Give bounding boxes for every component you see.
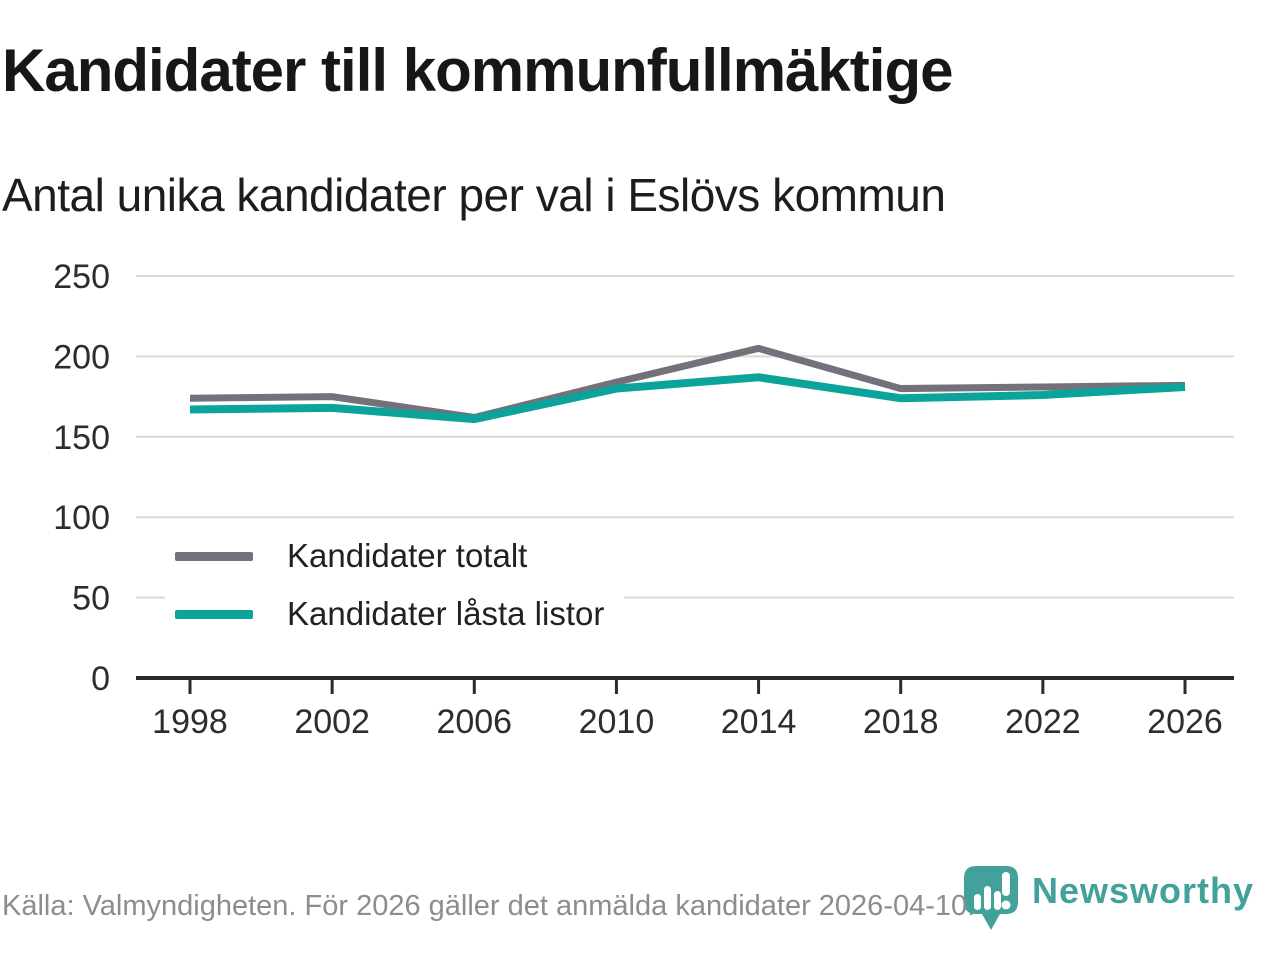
chart-legend: Kandidater totalt Kandidater låsta listo…: [165, 534, 625, 636]
legend-item-locked: Kandidater låsta listor: [165, 592, 625, 636]
legend-swatch-total: [175, 551, 253, 561]
legend-swatch-locked: [175, 609, 253, 619]
y-tick-label-250: 250: [53, 258, 110, 296]
x-tick-label-2006: 2006: [436, 703, 512, 741]
source-note: Källa: Valmyndigheten. För 2026 gäller d…: [2, 890, 976, 922]
x-tick-label-2018: 2018: [863, 703, 939, 741]
y-tick-label-100: 100: [53, 499, 110, 537]
newsworthy-logo: Newsworthy: [962, 862, 1280, 934]
x-tick-label-2002: 2002: [294, 703, 370, 741]
y-tick-label-200: 200: [53, 338, 110, 376]
x-tick-label-2026: 2026: [1147, 703, 1223, 741]
page-subtitle: Antal unika kandidater per val i Eslövs …: [2, 169, 946, 221]
y-tick-label-50: 50: [72, 580, 110, 618]
line-chart: 0 50 100 150 200 250 1998 2002 2006 2010 2014 2018 2…: [53, 258, 1234, 741]
legend-label-locked: Kandidater låsta listor: [287, 595, 605, 632]
legend-item-total: Kandidater totalt: [165, 534, 625, 578]
x-tick-label-2010: 2010: [579, 703, 655, 741]
series-line-0: [189, 344, 1186, 422]
y-tick-label-150: 150: [53, 419, 110, 457]
legend-label-total: Kandidater totalt: [287, 537, 528, 574]
x-tick-label-1998: 1998: [152, 703, 228, 741]
page-title: Kandidater till kommunfullmäktige: [2, 37, 953, 104]
newsworthy-bubble-chart-icon: [964, 866, 1018, 930]
newsworthy-wordmark: Newsworthy: [1032, 870, 1255, 911]
x-tick-label-2014: 2014: [721, 703, 797, 741]
x-tick-label-2022: 2022: [1005, 703, 1081, 741]
y-tick-label-0: 0: [91, 660, 110, 698]
series-line-1: [189, 373, 1186, 424]
